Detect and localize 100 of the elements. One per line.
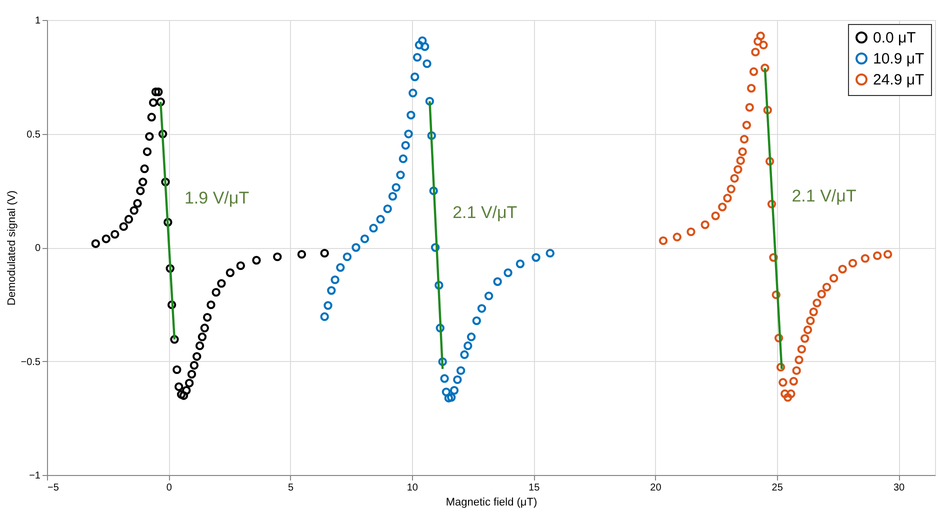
point	[192, 352, 202, 361]
point	[418, 36, 427, 46]
point	[516, 260, 525, 268]
point	[780, 389, 790, 398]
point	[151, 88, 160, 96]
point	[718, 202, 727, 212]
point	[760, 64, 770, 72]
point	[327, 286, 336, 295]
legend-label: 10.9 μT	[873, 50, 924, 68]
point	[324, 301, 332, 310]
point	[440, 374, 449, 383]
point	[829, 274, 838, 283]
point	[133, 199, 142, 208]
point	[148, 98, 158, 107]
point	[164, 218, 172, 227]
point	[429, 186, 438, 196]
point	[658, 236, 668, 246]
point	[124, 214, 134, 224]
point	[686, 227, 696, 236]
point	[184, 378, 194, 388]
point	[434, 280, 444, 290]
x-tick-label: −5	[48, 482, 60, 494]
point	[838, 264, 847, 274]
point	[336, 263, 345, 272]
point	[812, 298, 822, 308]
point	[453, 375, 462, 384]
point	[198, 332, 207, 342]
point	[182, 386, 191, 395]
point	[450, 386, 459, 395]
point	[425, 96, 434, 106]
point	[190, 361, 199, 370]
point	[746, 84, 756, 93]
x-tick-label: 0	[166, 482, 172, 494]
point	[794, 356, 804, 364]
point	[803, 326, 812, 334]
y-tick-label: 1	[34, 16, 41, 26]
point	[472, 316, 481, 326]
x-tick-label: 30	[893, 482, 906, 494]
point	[412, 52, 422, 62]
x-tick-label: 15	[528, 482, 540, 494]
point	[142, 147, 152, 156]
annotation: 2.1 V/μT	[792, 186, 856, 206]
point	[736, 156, 745, 165]
y-axis-title: Demodulated signal (V)	[6, 190, 18, 306]
point	[161, 178, 170, 186]
x-tick-label: 20	[650, 482, 662, 494]
point	[202, 312, 212, 322]
point	[800, 334, 810, 343]
x-tick-label: 10	[406, 482, 418, 494]
point	[147, 112, 156, 122]
point	[212, 288, 220, 297]
point	[797, 344, 806, 354]
point	[806, 316, 815, 326]
point	[252, 256, 261, 265]
y-tick-label: −0.5	[20, 356, 41, 368]
point	[754, 37, 762, 46]
point	[206, 300, 216, 310]
point	[404, 130, 413, 138]
x-tick-label: 5	[288, 482, 294, 494]
point	[484, 292, 494, 300]
point	[406, 110, 416, 120]
point	[672, 232, 682, 242]
point	[763, 106, 772, 114]
point	[342, 252, 352, 262]
point	[360, 234, 370, 244]
point	[466, 332, 476, 342]
point	[774, 334, 784, 342]
point	[860, 254, 870, 263]
point	[217, 279, 226, 288]
annotation: 2.1 V/μT	[452, 203, 518, 222]
point	[156, 98, 165, 106]
point	[817, 290, 826, 298]
point	[772, 290, 780, 300]
point	[330, 275, 340, 284]
point	[376, 214, 385, 224]
point	[427, 131, 436, 140]
point	[822, 282, 832, 292]
point	[778, 378, 788, 387]
point	[388, 192, 398, 201]
point	[783, 393, 792, 402]
point	[179, 391, 188, 400]
point	[320, 248, 329, 258]
point	[759, 40, 768, 50]
point	[848, 258, 858, 268]
point	[110, 230, 120, 239]
point	[792, 366, 801, 375]
point	[172, 365, 182, 374]
point	[776, 362, 786, 372]
point	[136, 186, 145, 196]
point	[200, 324, 210, 332]
y-tick-label: −1	[29, 470, 41, 482]
point	[320, 312, 329, 322]
point	[140, 164, 149, 174]
point	[414, 40, 424, 50]
point	[102, 234, 110, 244]
point	[236, 261, 246, 270]
point	[756, 32, 765, 40]
point	[436, 324, 445, 332]
point	[273, 252, 282, 262]
point	[504, 268, 512, 278]
